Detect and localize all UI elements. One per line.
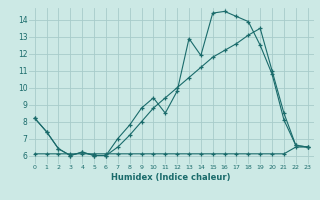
X-axis label: Humidex (Indice chaleur): Humidex (Indice chaleur) <box>111 173 231 182</box>
